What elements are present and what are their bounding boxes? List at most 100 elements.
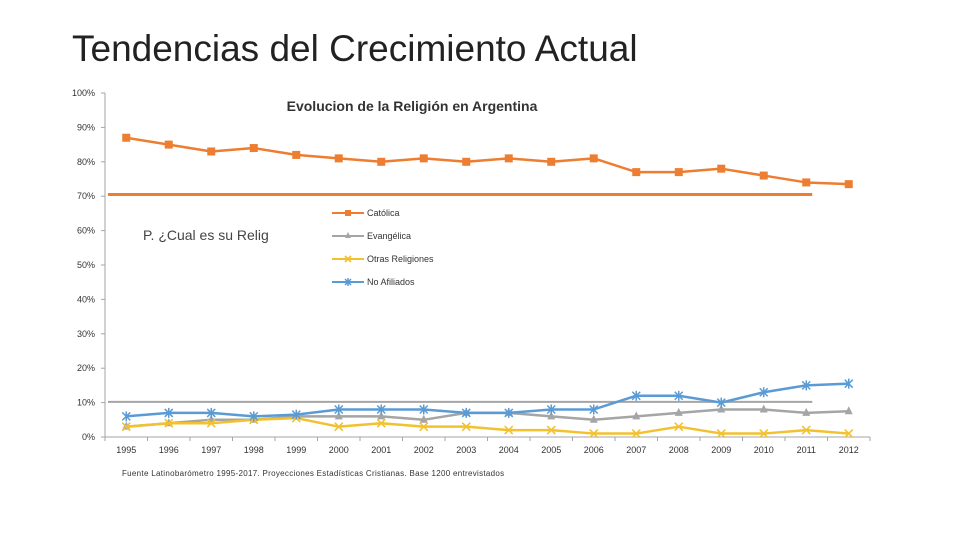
x-tick-label: 2008 [669, 445, 689, 455]
y-tick-labels: 0% 10% 20% 30% 40% 50% 60% 70% 80% 90% 100% [72, 88, 105, 442]
data-point [632, 168, 641, 177]
data-point [344, 255, 352, 263]
legend-item: Evangélica [332, 231, 411, 241]
data-point [844, 180, 853, 189]
legend-label: Católica [367, 208, 400, 218]
legend-item: Otras Religiones [332, 254, 434, 264]
legend-item: Católica [332, 208, 400, 218]
data-point [345, 210, 351, 216]
legend-label: Evangélica [367, 231, 411, 241]
series-line [126, 416, 849, 435]
data-point [546, 404, 556, 415]
data-point [844, 378, 854, 389]
data-point [419, 404, 429, 415]
x-tick-label: 2005 [541, 445, 561, 455]
data-point [589, 428, 599, 439]
data-point [716, 428, 726, 439]
x-tick-label: 1995 [116, 445, 136, 455]
data-point [717, 164, 726, 173]
x-tick-label: 2001 [371, 445, 391, 455]
data-point [547, 157, 556, 166]
data-point [206, 407, 216, 418]
data-point [291, 409, 301, 420]
data-point [376, 418, 386, 428]
x-tick-label: 2012 [839, 445, 859, 455]
data-point [674, 422, 684, 432]
data-point [377, 157, 386, 166]
x-tick-label: 2011 [797, 445, 816, 455]
legend-item: No Afiliados [332, 277, 415, 287]
x-tick-label: 2004 [499, 445, 519, 455]
x-tick-label: 1999 [286, 445, 306, 455]
legend-label: No Afiliados [367, 277, 415, 287]
x-tick-label: 2000 [329, 445, 349, 455]
data-point [759, 171, 768, 180]
data-point [801, 425, 811, 435]
data-point [589, 154, 598, 163]
data-point [802, 407, 811, 416]
data-point [504, 154, 513, 163]
x-tick-label: 2007 [626, 445, 646, 455]
y-tick-label: 90% [77, 122, 95, 132]
data-point [377, 411, 386, 420]
data-point [122, 133, 131, 142]
data-point [674, 390, 684, 401]
data-point [461, 407, 471, 418]
legend: Católica Evangélica Otras Religiones No Afi… [332, 208, 434, 287]
y-tick-label: 70% [77, 191, 95, 201]
data-point [207, 147, 216, 156]
x-tick-label: 2006 [584, 445, 604, 455]
y-tick-label: 30% [77, 329, 95, 339]
data-point [717, 404, 726, 413]
data-point [802, 178, 811, 187]
data-point [844, 428, 854, 439]
data-point [419, 414, 428, 423]
data-point [334, 422, 344, 432]
data-point [589, 414, 598, 423]
data-point [206, 418, 216, 428]
series-lines [121, 133, 854, 439]
series-católica [122, 133, 853, 189]
y-tick-label: 50% [77, 260, 95, 270]
chart-title: Evolucion de la Religión en Argentina [287, 98, 538, 114]
slide-title: Tendencias del Crecimiento Actual [72, 28, 638, 69]
data-point [631, 390, 641, 401]
y-tick-label: 80% [77, 157, 95, 167]
data-point [631, 428, 641, 439]
data-point [801, 380, 811, 391]
data-point [249, 144, 258, 153]
y-tick-label: 40% [77, 294, 95, 304]
data-point [334, 411, 343, 420]
data-point [419, 422, 429, 432]
series-otras-religiones [121, 413, 854, 439]
data-point [462, 157, 471, 166]
data-point [121, 411, 131, 422]
data-point [461, 422, 471, 432]
data-point [674, 407, 683, 416]
data-point [759, 428, 769, 439]
data-point [249, 411, 259, 422]
x-tick-labels: 1995 1996 1997 1998 1999 2000 2001 2002 2003 2004… [104, 437, 871, 455]
question-annotation: P. ¿Cual es su Relig [143, 227, 269, 243]
y-tick-label: 60% [77, 226, 95, 236]
data-point [632, 411, 641, 420]
data-point [674, 168, 683, 177]
data-point [345, 232, 351, 238]
data-point [759, 404, 768, 413]
reference-lines [108, 192, 813, 403]
y-tick-label: 100% [72, 88, 95, 98]
data-point [504, 407, 514, 418]
data-point [334, 404, 344, 415]
data-point [164, 407, 174, 418]
data-point [759, 387, 769, 398]
legend-label: Otras Religiones [367, 254, 434, 264]
data-point [292, 150, 301, 159]
x-tick-label: 2003 [456, 445, 476, 455]
data-point [504, 425, 514, 435]
data-point [844, 406, 853, 415]
data-point [547, 411, 556, 420]
data-point [334, 154, 343, 163]
data-point [716, 397, 726, 408]
x-tick-label: 1998 [244, 445, 264, 455]
